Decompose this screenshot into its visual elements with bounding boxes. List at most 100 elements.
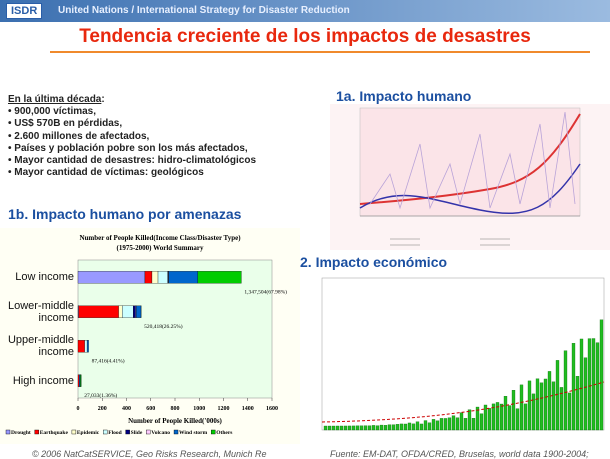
chart: Number of People Killed(Income Class/Dis… — [5, 234, 287, 436]
summary-item: • 2.600 millones de afectados, — [8, 131, 256, 143]
section-title: 1a. Impacto humano — [336, 88, 472, 104]
footer-source: Fuente: EM-DAT, OFDA/CRED, Bruselas, wor… — [330, 449, 589, 459]
chart-title: Number of People Killed(Income Class/Dis… — [79, 234, 241, 242]
summary-text: Mayor cantidad de víctimas: geológicos — [14, 167, 204, 179]
decor-bar — [415, 421, 420, 431]
decor-bar — [583, 357, 588, 431]
bar-segment — [136, 305, 142, 318]
decor-bar — [515, 408, 520, 431]
summary-text: 2.600 millones de afectados, — [14, 130, 150, 142]
decor-bar — [555, 360, 560, 431]
decor-bar — [463, 418, 468, 431]
bar-segment — [144, 271, 153, 284]
decor-bar — [347, 425, 352, 431]
legend-swatch — [5, 429, 11, 435]
x-tick-label: 1200 — [218, 406, 230, 412]
bar-segment — [133, 305, 136, 318]
hazard-chart: Number of People Killed(Income Class/Dis… — [0, 228, 300, 444]
decor-bar — [527, 380, 532, 431]
legend-label: Wind storm — [179, 430, 208, 436]
slide-title: Tendencia creciente de los impactos de d… — [79, 26, 531, 47]
total-label: 27,033(1.36%) — [84, 392, 117, 399]
decor-bar — [335, 425, 340, 431]
legend-label: Volcano — [151, 430, 170, 436]
bar-segment — [122, 305, 134, 318]
bullet: • — [8, 155, 15, 167]
bullet: • — [8, 106, 15, 118]
decor-bar — [495, 402, 500, 431]
bar-segment — [197, 271, 242, 284]
bullet: • — [8, 130, 15, 142]
decor-bar — [455, 417, 460, 431]
bar-segment — [77, 374, 80, 387]
legend-swatch — [71, 429, 77, 435]
economic-impact-image — [300, 272, 610, 448]
x-axis-label: Number of People Killed('000s) — [128, 417, 222, 425]
decor-bar — [427, 422, 432, 431]
decor-bar — [327, 425, 332, 431]
decor-bar — [447, 417, 452, 431]
legend-label: Slide — [131, 430, 143, 436]
bar-segment — [157, 271, 168, 284]
decor-bar — [407, 422, 412, 431]
decor-bar — [467, 409, 472, 431]
decor-bar — [503, 396, 508, 431]
x-tick-label: 600 — [146, 406, 155, 412]
decor-bar — [331, 425, 336, 431]
decor-bar — [519, 384, 524, 431]
decor-bar — [531, 393, 536, 431]
decor-bar — [523, 403, 528, 431]
bullet: • — [8, 142, 15, 154]
decor-bar — [443, 418, 448, 431]
decor-bar — [487, 408, 492, 431]
legend-swatch — [103, 429, 108, 435]
summary-item: • Países y población pobre son los más a… — [8, 143, 256, 155]
decor-bar — [507, 405, 512, 431]
decor-bar — [379, 424, 384, 431]
decor-bar — [587, 338, 592, 431]
decor-bar — [387, 424, 392, 431]
decor-bar — [435, 420, 440, 431]
decor-bar — [411, 423, 416, 431]
x-tick-label: 1600 — [266, 406, 278, 412]
legend-swatch — [173, 429, 179, 435]
total-label: 87,416(4.41%) — [92, 357, 125, 364]
footer-credit: © 2006 NatCatSERVICE, Geo Risks Research… — [32, 449, 267, 459]
decor-bar — [551, 381, 556, 431]
x-tick-label: 1000 — [193, 406, 205, 412]
summary-text: Mayor cantidad de desastres: hidro-clima… — [14, 155, 257, 167]
decor-bar — [375, 425, 380, 431]
summary-item: • Mayor cantidad de desastres: hidro-cli… — [8, 155, 256, 167]
legend-swatch — [146, 429, 151, 435]
summary-item: • US$ 570B en pérdidas, — [8, 118, 256, 130]
bar-segment — [80, 374, 82, 387]
legend-label: Flood — [108, 430, 121, 436]
summary-text: 900,000 víctimas, — [14, 106, 97, 118]
decor-bar — [511, 390, 516, 431]
decor-bar — [563, 350, 568, 431]
legend-label: Others — [216, 430, 232, 436]
decor-bar — [567, 392, 572, 431]
decor-bar — [423, 420, 428, 431]
decor-bar — [439, 418, 444, 431]
decor-bar — [471, 418, 476, 431]
bar-segment — [151, 271, 159, 284]
decor-bar — [343, 425, 348, 431]
decor-bar — [339, 425, 344, 431]
decor-bar — [499, 403, 504, 431]
org-name: United Nations / International Strategy … — [58, 5, 350, 16]
y-tick-label: High income — [12, 374, 74, 387]
decor-bar — [395, 424, 400, 431]
decor-bar — [571, 343, 576, 431]
bar-segment — [77, 340, 85, 353]
y-tick-label: Low income — [15, 271, 74, 284]
header-bar — [0, 0, 610, 22]
legend-swatch — [125, 429, 130, 435]
summary-text: US$ 570B en pérdidas, — [14, 118, 123, 130]
y-tick-label: Upper-middle income — [7, 334, 74, 359]
section-title: 2. Impacto económico — [300, 254, 448, 270]
decor-bar — [323, 425, 328, 431]
x-tick-label: 400 — [122, 406, 131, 412]
decor-bar — [403, 423, 408, 431]
